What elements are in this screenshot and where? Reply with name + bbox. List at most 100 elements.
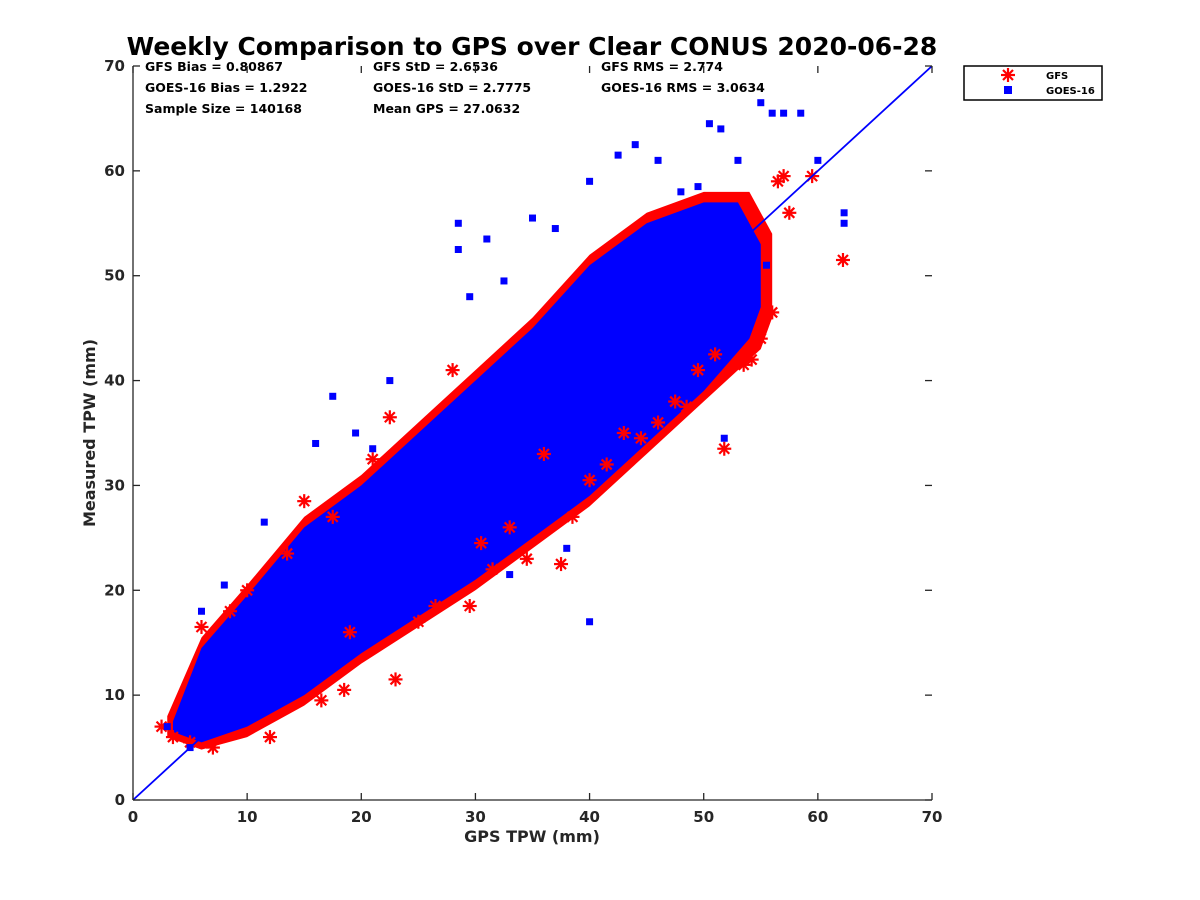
goes16-point (586, 177, 594, 185)
goes16-point (420, 592, 428, 600)
gfs-point (781, 204, 798, 221)
gfs-point (678, 398, 695, 415)
x-tick-label: 70 (922, 808, 943, 826)
gfs-point (689, 361, 707, 379)
x-tick-label: 20 (351, 808, 372, 826)
goes16-point (563, 544, 571, 552)
y-tick-label: 30 (104, 476, 125, 494)
gfs-point (193, 618, 210, 636)
gfs-point (764, 304, 781, 321)
gfs-point (473, 534, 490, 552)
legend-gfs-label: GFS (1046, 71, 1068, 82)
gfs-point (615, 424, 632, 442)
legend-goes16-marker (1004, 86, 1012, 94)
gfs-point (204, 739, 221, 756)
gfs-point (707, 346, 724, 363)
stat-gfs-bias: GFS Bias = 0.80867 (145, 59, 283, 74)
y-tick-label: 10 (104, 686, 125, 704)
goes16-point (723, 256, 731, 264)
gfs-point (239, 582, 256, 599)
gfs-point (552, 555, 570, 573)
gfs-point (598, 456, 615, 473)
legend: GFS GOES-16 (963, 65, 1103, 101)
y-tick-label: 70 (104, 57, 125, 75)
gfs-point (341, 624, 358, 641)
goes16-point (586, 618, 594, 626)
goes16-point (814, 156, 822, 164)
gfs-point (313, 692, 330, 709)
gfs-point (364, 451, 381, 468)
gfs-point (221, 603, 239, 620)
goes16-point (677, 188, 685, 196)
goes16-point (840, 219, 848, 227)
goes16-point (717, 125, 725, 133)
gfs-point (834, 251, 852, 269)
gfs-point (501, 519, 518, 536)
goes16-point (654, 156, 662, 164)
y-tick-label: 60 (104, 162, 125, 180)
goes16-point (454, 219, 462, 227)
goes16-point (506, 571, 514, 579)
legend-gfs-marker (999, 66, 1017, 84)
gfs-point (564, 508, 581, 525)
goes16-point (329, 392, 337, 400)
goes16-point (768, 109, 776, 117)
gfs-point (444, 361, 461, 379)
goes16-point (466, 293, 474, 301)
goes16-point (614, 151, 622, 159)
goes16-point (454, 246, 462, 253)
x-tick-label: 30 (465, 808, 486, 826)
gfs-point (381, 409, 398, 426)
y-tick-label: 0 (115, 791, 125, 809)
gfs-point (261, 728, 279, 746)
goes16-point (386, 377, 394, 385)
goes16-point (757, 99, 765, 107)
goes16-point (762, 261, 770, 269)
gfs-point (649, 414, 667, 431)
goes16-point (220, 581, 228, 589)
goes16-point (197, 607, 205, 615)
stat-sample-size: Sample Size = 140168 (145, 101, 302, 116)
gfs-point (743, 351, 760, 368)
goes16-point (840, 209, 848, 217)
legend-goes16-label: GOES-16 (1046, 86, 1095, 97)
y-axis-label: Measured TPW (mm) (80, 339, 99, 527)
goes16-point (163, 723, 171, 731)
gfs-point (387, 671, 404, 688)
gfs-point (775, 168, 792, 185)
gfs-point (518, 550, 535, 567)
y-tick-label: 50 (104, 267, 125, 285)
one-to-one-line (132, 65, 933, 801)
gfs-point (484, 561, 501, 578)
goes16-point (369, 445, 377, 453)
gfs-point (535, 445, 553, 463)
goes16-point (608, 335, 616, 343)
goes16-point (631, 141, 639, 149)
gfs-point (296, 493, 313, 510)
gfs-point (581, 472, 598, 489)
chart-title: Weekly Comparison to GPS over Clear CONU… (127, 32, 938, 61)
gfs-point (410, 613, 427, 630)
goes16-point (780, 109, 788, 117)
gfs-point (278, 545, 296, 562)
gfs-point (716, 440, 733, 457)
x-tick-label: 50 (693, 808, 714, 826)
gfs-point (632, 430, 650, 447)
goes16-point (705, 120, 713, 128)
goes16-point (260, 518, 268, 526)
x-tick-label: 0 (128, 808, 138, 826)
x-tick-label: 10 (237, 808, 258, 826)
stat-gfs-std: GFS StD = 2.6536 (373, 59, 498, 74)
gfs-point (324, 508, 341, 525)
goes16-point (529, 214, 536, 222)
stat-goes-bias: GOES-16 Bias = 1.2922 (145, 80, 307, 95)
x-axis-label: GPS TPW (mm) (464, 827, 600, 846)
goes16-point (540, 392, 548, 400)
goes16-point (483, 235, 491, 243)
goes16-density-band (172, 202, 761, 743)
goes16-point (734, 156, 742, 164)
stat-gfs-rms: GFS RMS = 2.774 (601, 59, 723, 74)
x-tick-label: 40 (579, 808, 600, 826)
goes16-point (797, 109, 805, 117)
gfs-point (752, 330, 769, 347)
